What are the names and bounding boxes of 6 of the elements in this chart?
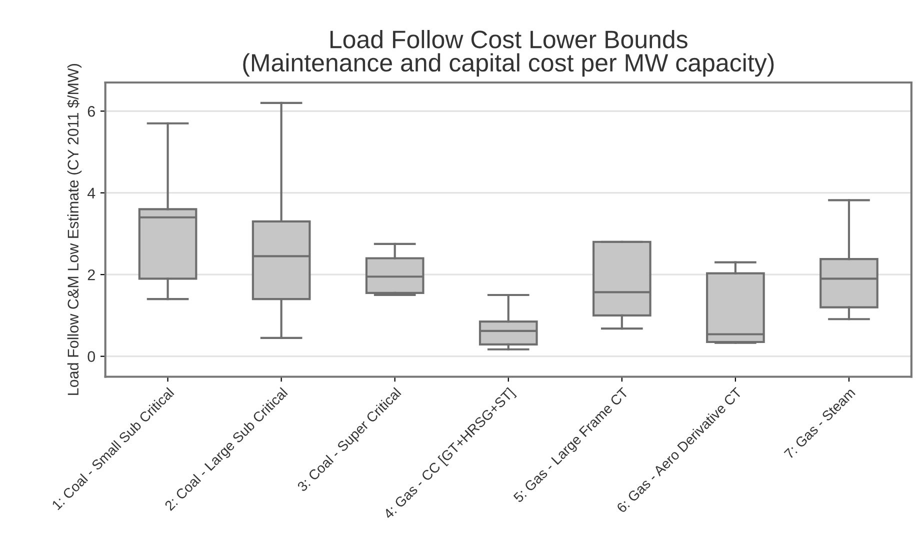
y-tick-label: 4 (87, 188, 96, 198)
chart-title: Load Follow Cost Lower Bounds (Maintenance and capital cost per MW capacity) (243, 30, 774, 77)
y-tick-label: 6 (88, 106, 95, 117)
y-axis-title: Load Follow C&M Low Estimate (CY 2011 $/MW) (67, 64, 82, 395)
y-tick-label: 2 (88, 269, 95, 280)
y-tick-label: 0 (88, 351, 96, 362)
